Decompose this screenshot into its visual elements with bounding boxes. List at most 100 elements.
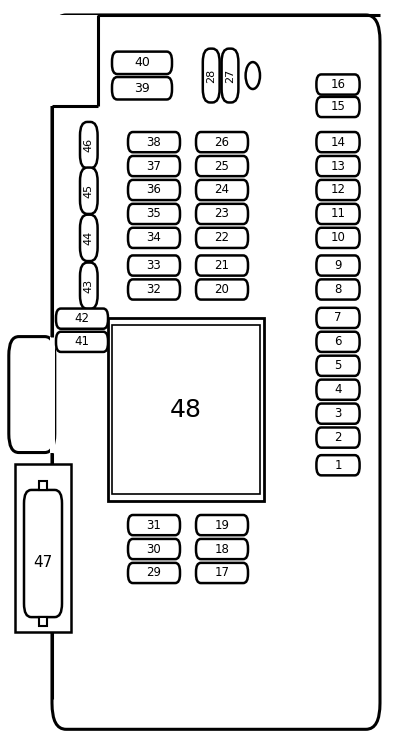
FancyBboxPatch shape <box>80 215 98 261</box>
FancyBboxPatch shape <box>112 77 172 99</box>
Text: 35: 35 <box>147 207 161 221</box>
Text: 18: 18 <box>214 542 230 556</box>
Text: 47: 47 <box>34 555 53 571</box>
FancyBboxPatch shape <box>316 404 360 423</box>
FancyBboxPatch shape <box>56 332 108 352</box>
Text: 41: 41 <box>74 335 90 349</box>
FancyBboxPatch shape <box>128 156 180 177</box>
FancyBboxPatch shape <box>196 203 248 224</box>
Text: 13: 13 <box>330 159 346 173</box>
Text: 10: 10 <box>330 231 346 245</box>
FancyBboxPatch shape <box>316 380 360 400</box>
FancyBboxPatch shape <box>316 428 360 447</box>
Text: 32: 32 <box>146 283 162 296</box>
Bar <box>112 325 260 494</box>
Text: 14: 14 <box>330 135 346 149</box>
Text: 31: 31 <box>146 518 162 532</box>
Text: 30: 30 <box>147 542 161 556</box>
Text: 40: 40 <box>134 56 150 70</box>
FancyBboxPatch shape <box>52 15 380 729</box>
Text: 43: 43 <box>84 279 94 292</box>
Text: 16: 16 <box>330 78 346 91</box>
Text: 1: 1 <box>334 459 342 472</box>
FancyBboxPatch shape <box>316 227 360 248</box>
Text: 37: 37 <box>146 159 162 173</box>
Text: 44: 44 <box>84 230 94 245</box>
Text: 9: 9 <box>334 259 342 272</box>
Text: 22: 22 <box>214 231 230 245</box>
FancyBboxPatch shape <box>196 180 248 200</box>
FancyBboxPatch shape <box>128 279 180 299</box>
Text: 5: 5 <box>334 359 342 373</box>
Bar <box>108 318 264 501</box>
FancyBboxPatch shape <box>80 122 98 168</box>
Text: 7: 7 <box>334 311 342 325</box>
Text: 46: 46 <box>84 138 94 152</box>
Text: 28: 28 <box>206 68 216 83</box>
Bar <box>39 481 46 490</box>
FancyBboxPatch shape <box>128 180 180 200</box>
FancyBboxPatch shape <box>128 203 180 224</box>
Bar <box>50 337 55 453</box>
FancyBboxPatch shape <box>128 256 180 276</box>
FancyBboxPatch shape <box>203 49 220 102</box>
Text: 23: 23 <box>214 207 230 221</box>
Text: 25: 25 <box>214 159 230 173</box>
FancyBboxPatch shape <box>316 180 360 200</box>
Text: 3: 3 <box>334 407 342 420</box>
Bar <box>48 15 98 106</box>
FancyBboxPatch shape <box>80 263 98 309</box>
FancyBboxPatch shape <box>196 515 248 536</box>
FancyBboxPatch shape <box>316 97 360 117</box>
Text: 38: 38 <box>147 135 161 149</box>
Text: 19: 19 <box>214 518 230 532</box>
FancyBboxPatch shape <box>128 539 180 560</box>
FancyBboxPatch shape <box>196 256 248 276</box>
Text: 36: 36 <box>146 183 162 197</box>
FancyBboxPatch shape <box>128 227 180 248</box>
FancyBboxPatch shape <box>196 156 248 177</box>
FancyBboxPatch shape <box>316 308 360 328</box>
Text: 33: 33 <box>147 259 161 272</box>
FancyBboxPatch shape <box>196 132 248 153</box>
Text: 48: 48 <box>170 397 202 422</box>
Text: 42: 42 <box>74 312 90 325</box>
FancyBboxPatch shape <box>128 132 180 153</box>
FancyBboxPatch shape <box>80 168 98 214</box>
Text: 6: 6 <box>334 335 342 349</box>
Bar <box>39 617 46 626</box>
FancyBboxPatch shape <box>196 279 248 299</box>
FancyBboxPatch shape <box>316 356 360 376</box>
Text: 45: 45 <box>84 184 94 197</box>
Text: 2: 2 <box>334 431 342 444</box>
Text: 4: 4 <box>334 383 342 396</box>
FancyBboxPatch shape <box>196 227 248 248</box>
Text: 17: 17 <box>214 566 230 580</box>
FancyBboxPatch shape <box>9 337 55 453</box>
FancyBboxPatch shape <box>316 455 360 476</box>
Text: 27: 27 <box>225 68 235 83</box>
FancyBboxPatch shape <box>316 256 360 276</box>
FancyBboxPatch shape <box>316 156 360 177</box>
Text: 29: 29 <box>146 566 162 580</box>
Text: 39: 39 <box>134 82 150 95</box>
FancyBboxPatch shape <box>24 490 62 617</box>
Text: 11: 11 <box>330 207 346 221</box>
Text: 21: 21 <box>214 259 230 272</box>
Text: 26: 26 <box>214 135 230 149</box>
FancyBboxPatch shape <box>196 539 248 560</box>
FancyBboxPatch shape <box>316 203 360 224</box>
Bar <box>15 464 71 632</box>
FancyBboxPatch shape <box>128 563 180 583</box>
Text: 34: 34 <box>146 231 162 245</box>
FancyBboxPatch shape <box>112 52 172 74</box>
Text: 15: 15 <box>330 100 346 114</box>
FancyBboxPatch shape <box>316 74 360 94</box>
Text: 24: 24 <box>214 183 230 197</box>
Text: 12: 12 <box>330 183 346 197</box>
FancyBboxPatch shape <box>196 563 248 583</box>
FancyBboxPatch shape <box>316 132 360 153</box>
Text: 8: 8 <box>334 283 342 296</box>
Text: 20: 20 <box>214 283 230 296</box>
FancyBboxPatch shape <box>316 279 360 299</box>
